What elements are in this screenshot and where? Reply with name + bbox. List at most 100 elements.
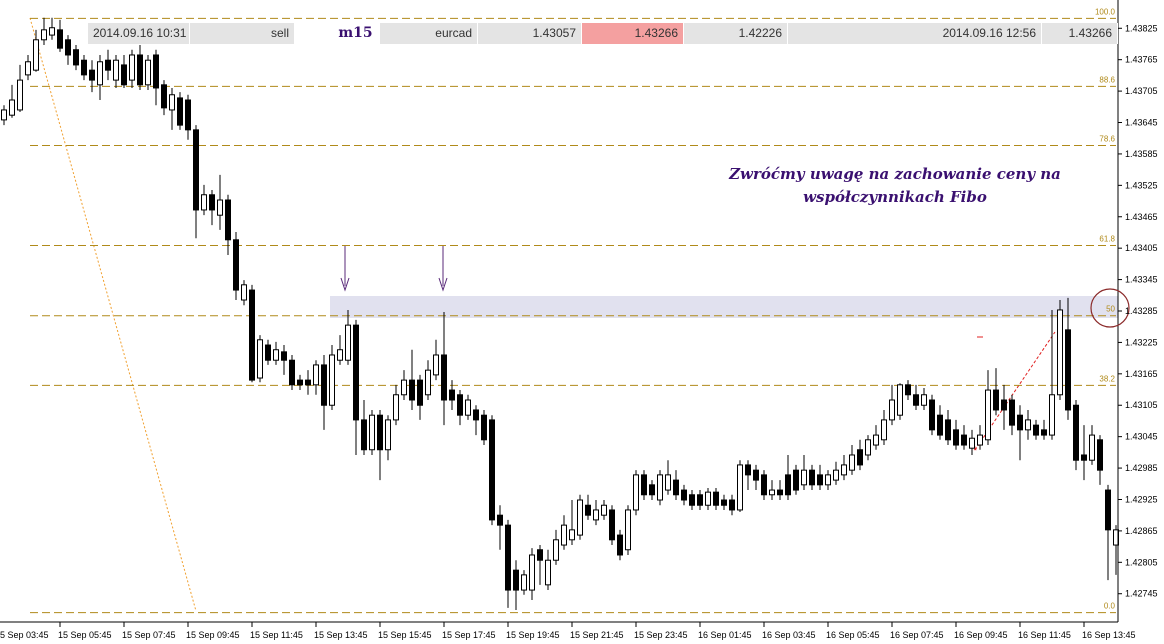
y-tick-label: 1.43165 xyxy=(1125,369,1158,379)
x-tick-label: 16 Sep 07:45 xyxy=(890,630,944,640)
candle-body xyxy=(1057,309,1063,396)
candle-body xyxy=(809,469,815,486)
candle-body xyxy=(289,359,295,386)
y-tick-label: 1.43405 xyxy=(1125,243,1158,253)
candle-body xyxy=(177,97,183,126)
candle-body xyxy=(905,384,911,396)
fibo-trendline xyxy=(29,17,197,612)
candle-body xyxy=(377,414,383,451)
candle-body xyxy=(833,469,839,481)
candle-body xyxy=(505,524,511,591)
candle-body xyxy=(1081,454,1087,461)
candle-body xyxy=(385,419,391,451)
candle-body xyxy=(601,504,607,516)
close-price: 1.43266 xyxy=(1042,23,1118,44)
candle-body xyxy=(969,437,975,449)
candle-body xyxy=(665,474,671,491)
candle-body xyxy=(625,509,631,551)
candle-body xyxy=(241,284,247,301)
candle-body xyxy=(401,379,407,396)
candle-body xyxy=(329,354,335,406)
candle-body xyxy=(921,394,927,406)
stop-price: 1.43266 xyxy=(582,23,684,44)
candle-body xyxy=(889,399,895,421)
arrows xyxy=(340,245,448,292)
open-price: 1.43057 xyxy=(478,23,582,44)
candle-body xyxy=(1,109,7,121)
candle-body xyxy=(697,494,703,506)
candle-body xyxy=(641,474,647,496)
candle-body xyxy=(449,389,455,401)
candle-body xyxy=(785,474,791,496)
candle-body xyxy=(369,414,375,451)
candle-body xyxy=(673,479,679,496)
candle-body xyxy=(945,419,951,441)
trade-line xyxy=(974,331,1056,451)
candle-body xyxy=(713,491,719,506)
candle-body xyxy=(97,61,103,86)
candle-body xyxy=(849,454,855,471)
x-tick-label: 15 Sep 07:45 xyxy=(122,630,176,640)
candle-body xyxy=(233,239,239,291)
candle-body xyxy=(953,429,959,446)
candle-body xyxy=(185,99,191,131)
candle-body xyxy=(393,394,399,421)
candle-body xyxy=(873,434,879,446)
candle-body xyxy=(257,339,263,379)
candle-body xyxy=(529,554,535,591)
x-tick-label: 15 Sep 09:45 xyxy=(186,630,240,640)
candle-body xyxy=(577,499,583,536)
fibo-levels: 100.0 88.6 78.6 61.8 50 38.2 0.0 xyxy=(30,7,1116,614)
x-tick-label: 15 Sep 15:45 xyxy=(378,630,432,640)
candle-body xyxy=(1089,434,1095,461)
candle-body xyxy=(897,384,903,416)
candle-body xyxy=(825,474,831,486)
candle-body xyxy=(457,394,463,416)
candle-body xyxy=(65,39,71,56)
x-tick-label: 15 Sep 17:45 xyxy=(442,630,496,640)
candle-body xyxy=(465,399,471,416)
candle-body xyxy=(689,494,695,506)
candle-body xyxy=(513,569,519,591)
candle-body xyxy=(25,61,31,76)
candle-body xyxy=(649,484,655,496)
x-tick-label: 15 Sep 23:45 xyxy=(634,630,688,640)
candle-body xyxy=(33,39,39,71)
fibo-label: 50 xyxy=(1106,305,1115,314)
direction: sell xyxy=(190,23,295,44)
candle-body xyxy=(425,369,431,396)
trade-marker: * xyxy=(973,445,978,457)
y-tick-label: 1.43525 xyxy=(1125,180,1158,190)
candle-body xyxy=(441,354,447,401)
timeframe: m15 xyxy=(332,23,380,44)
candle-body xyxy=(17,79,23,111)
x-tick-label: 15 Sep 13:45 xyxy=(314,630,368,640)
candle-body xyxy=(1097,439,1103,471)
candle-body xyxy=(593,509,599,521)
candle-body xyxy=(49,27,55,36)
candle-body xyxy=(961,434,967,446)
candle-body xyxy=(209,194,215,211)
candles xyxy=(1,17,1119,610)
candle-body xyxy=(161,84,167,109)
candle-body xyxy=(361,419,367,451)
fibo-label: 61.8 xyxy=(1099,235,1115,244)
y-tick-label: 1.43105 xyxy=(1125,400,1158,410)
x-tick-label: 15 Sep 21:45 xyxy=(570,630,624,640)
candle-body xyxy=(57,29,63,49)
fibo-label: 88.6 xyxy=(1099,75,1115,84)
x-tick-label: 15 Sep 19:45 xyxy=(506,630,560,640)
candle-body xyxy=(633,474,639,511)
candle-body xyxy=(881,419,887,441)
candle-body xyxy=(105,59,111,71)
candle-body xyxy=(617,534,623,556)
y-tick-label: 1.43585 xyxy=(1125,149,1158,159)
x-tick-label: 15 Sep 05:45 xyxy=(58,630,112,640)
x-tick-label: 16 Sep 13:45 xyxy=(1082,630,1136,640)
x-tick-label: 5 Sep 03:45 xyxy=(0,630,49,640)
y-tick-label: 1.43285 xyxy=(1125,306,1158,316)
candle-body xyxy=(977,434,983,446)
y-tick-label: 1.43705 xyxy=(1125,86,1158,96)
y-tick-label: 1.43045 xyxy=(1125,432,1158,442)
